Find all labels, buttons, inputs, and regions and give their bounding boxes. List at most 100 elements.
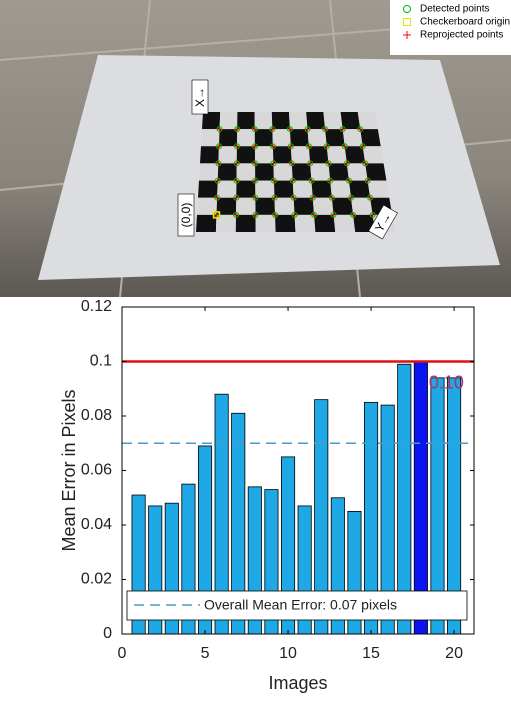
detected-point [305,143,312,150]
reprojected-point [252,127,257,132]
reprojected-point [331,212,336,217]
reprojected-point [344,161,349,166]
detected-point [286,126,293,133]
detected-point [252,177,259,184]
reprojected-point [368,195,373,200]
detected-point [233,143,240,150]
detected-point [251,126,258,133]
reprojected-point [292,212,297,217]
detected-point [272,211,279,218]
square [294,214,316,232]
detected-point [252,211,259,218]
detected-point [214,177,221,184]
reprojected-point [288,144,293,149]
detected-point [271,194,278,201]
reprojected-point [271,161,276,166]
detected-point [330,211,337,218]
square [290,146,311,164]
photo: X→ (0,0) Y→ Detected points Checkerboard ori… [0,0,511,298]
reprojected-point [312,212,317,217]
square [307,129,327,147]
legend-label: Overall Mean Error: 0.07 pixels [204,597,397,613]
reprojected-point [287,127,292,132]
square [293,197,315,215]
axis-tag: (0,0) [177,193,195,237]
reprojected-point [365,178,370,183]
square [255,197,276,215]
reprojected-point [363,161,368,166]
detected-point [215,143,222,150]
square [254,146,274,164]
detected-point [214,194,221,201]
reprojected-point [323,127,328,132]
square [237,112,255,130]
square [311,180,332,198]
reprojected-point [214,212,219,217]
square [328,163,349,181]
reprojected-point [234,144,239,149]
square [289,129,309,147]
square [323,112,343,130]
detected-point [359,143,366,150]
detected-point [233,211,240,218]
x-tick-label: 20 [445,645,463,662]
detected-point [367,194,374,201]
square [272,129,291,147]
square [215,214,237,232]
detected-point [270,177,277,184]
reprojected-point [252,144,257,149]
y-tick-label: 0.08 [81,407,112,424]
x-axis-title: Images [268,673,327,693]
square [273,180,294,198]
detected-point [233,177,240,184]
square [201,129,220,147]
detected-point [345,177,352,184]
reprojected-point [305,127,310,132]
detected-point [215,160,222,167]
y-tick-label: 0.06 [81,462,112,479]
tag-label: (0,0) [179,203,193,228]
y-tick-label: 0.1 [90,353,112,370]
square [199,163,219,181]
square [325,129,345,147]
square [330,180,352,198]
checkerboard [196,112,395,232]
square [291,163,312,181]
reprojected-point [270,144,275,149]
square [275,214,296,232]
square [273,163,293,181]
reprojected-point [273,212,278,217]
detected-point [348,194,355,201]
detected-point [327,177,334,184]
detected-point [252,160,259,167]
square [255,180,275,198]
y-tick-label: 0.12 [81,298,112,315]
detected-point [311,211,318,218]
y-axis-title: Mean Error in Pixels [59,389,79,551]
detected-point [309,194,316,201]
reprojected-point [308,161,313,166]
tag-box [177,193,195,237]
square [198,180,218,198]
axis-tag: Y→ [368,204,398,240]
square [357,112,378,130]
legend-label: Checkerboard origin [420,17,510,28]
square [344,146,366,164]
square [218,129,238,147]
square [255,163,274,181]
reprojected-point [216,161,221,166]
detected-point [325,160,332,167]
detected-point [362,160,369,167]
x-tick-label: 5 [201,645,210,662]
reprojected-point [234,212,239,217]
reprojected-point [306,144,311,149]
reprojected-point [253,178,258,183]
reprojected-point [216,144,221,149]
detected-point [323,143,330,150]
x-tick-label: 15 [362,645,380,662]
square [236,163,256,181]
detected-point [291,211,298,218]
tag-box [368,204,398,240]
square [200,146,219,164]
square [351,197,373,215]
